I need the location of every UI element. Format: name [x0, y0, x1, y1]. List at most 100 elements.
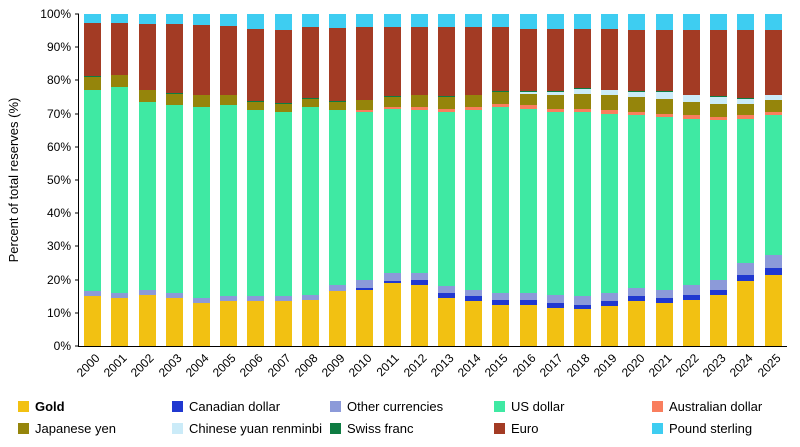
bar-segment [383, 106, 401, 109]
bar-segment [574, 296, 592, 305]
bar-segment [737, 98, 755, 104]
bar-segment [410, 110, 428, 273]
bar-segment [682, 118, 700, 285]
bar-segment [84, 90, 102, 292]
bar-segment [465, 110, 483, 290]
legend-label: Chinese yuan renminbi [189, 421, 322, 436]
bar-segment [165, 105, 183, 293]
legend-item-gold: Gold [18, 399, 172, 414]
bar-segment [601, 14, 619, 30]
bar-segment [628, 92, 646, 98]
bar-segment [410, 279, 428, 285]
x-tick-label: 2017 [536, 351, 566, 380]
bar-segment [710, 294, 728, 346]
bar-2004 [192, 14, 210, 346]
y-axis-title: Percent of total reserves (%) [6, 97, 21, 263]
legend-item-swiss-franc: Swiss franc [330, 421, 494, 436]
bar-segment [737, 14, 755, 31]
bar-segment [546, 108, 564, 112]
legend-swatch-icon [330, 401, 341, 412]
legend-swatch-icon [172, 423, 183, 434]
legend-swatch-icon [652, 423, 663, 434]
bar-segment [192, 25, 210, 95]
bar-segment [574, 88, 592, 94]
bar-segment [574, 88, 592, 89]
bar-segment [655, 302, 673, 346]
bar-segment [546, 91, 564, 93]
y-tick-mark [75, 113, 79, 115]
bar-segment [574, 14, 592, 29]
bar-segment [192, 297, 210, 303]
bar-segment [301, 14, 319, 28]
bar-segment [682, 294, 700, 300]
x-tick-label: 2007 [264, 351, 294, 380]
bar-segment [655, 30, 673, 92]
bar-segment [710, 14, 728, 31]
bar-segment [329, 110, 347, 285]
x-axis: 2000 2001 2002 2003 2004 2005 2006 2007 2008 2009… [74, 346, 787, 388]
bar-segment [519, 292, 537, 300]
bar-segment [301, 98, 319, 99]
bar-segment [655, 113, 673, 117]
bar-segment [546, 92, 564, 96]
bar-2011 [383, 14, 401, 346]
bar-segment [601, 306, 619, 346]
bar-segment [301, 299, 319, 346]
x-tick-label: 2021 [645, 351, 675, 380]
legend-item-other-currencies: Other currencies [330, 399, 494, 414]
bar-segment [655, 14, 673, 31]
x-tick-label: 2025 [754, 351, 784, 380]
bar-2015 [492, 14, 510, 346]
bar-segment [329, 14, 347, 29]
x-tick-label: 2000 [73, 351, 103, 380]
x-tick-label: 2004 [182, 351, 212, 380]
bar-segment [383, 96, 401, 98]
legend-item-euro: Euro [494, 421, 652, 436]
bar-2008 [301, 14, 319, 346]
y-tick-mark [75, 146, 79, 148]
bar-segment [655, 289, 673, 298]
bar-segment [437, 111, 455, 287]
bar-segment [492, 14, 510, 27]
bar-segment [192, 302, 210, 346]
bar-segment [247, 102, 265, 111]
y-tick-mark [75, 79, 79, 81]
bar-segment [519, 28, 537, 92]
bar-segment [628, 115, 646, 288]
bar-segment [519, 93, 537, 106]
bar-2012 [410, 14, 428, 346]
bar-segment [329, 28, 347, 102]
bar-2017 [546, 14, 564, 346]
bar-2019 [601, 14, 619, 346]
bar-segment [492, 107, 510, 293]
y-tick-label: 40% [46, 206, 71, 221]
bar-segment [192, 106, 210, 298]
bar-segment [628, 14, 646, 30]
y-tick-label: 10% [46, 305, 71, 320]
bar-segment [601, 29, 619, 90]
bar-segment [383, 26, 401, 97]
x-tick-label: 2023 [700, 351, 729, 380]
plot-area: 0% 10% 20% 30% 40% 50% 60% 70% 80% 90% 100% 2000 20… [40, 7, 787, 380]
legend-label: Australian dollar [669, 399, 763, 414]
bar-segment [111, 87, 129, 293]
bar-2000 [84, 14, 102, 346]
bar-segment [274, 296, 292, 302]
bar-segment [84, 76, 102, 78]
bars-container [79, 14, 787, 346]
bar-segment [410, 107, 428, 111]
bar-segment [356, 14, 374, 27]
bar-segment [111, 14, 129, 24]
bar-2025 [764, 14, 782, 346]
bar-segment [84, 296, 102, 346]
bar-segment [410, 284, 428, 346]
bar-segment [247, 296, 265, 302]
bar-segment [165, 93, 183, 94]
legend-swatch-icon [172, 401, 183, 412]
bar-segment [546, 307, 564, 346]
bar-segment [220, 26, 238, 95]
bar-segment [84, 23, 102, 77]
bar-segment [465, 14, 483, 27]
bar-segment [492, 292, 510, 300]
x-tick-label: 2016 [509, 351, 539, 380]
